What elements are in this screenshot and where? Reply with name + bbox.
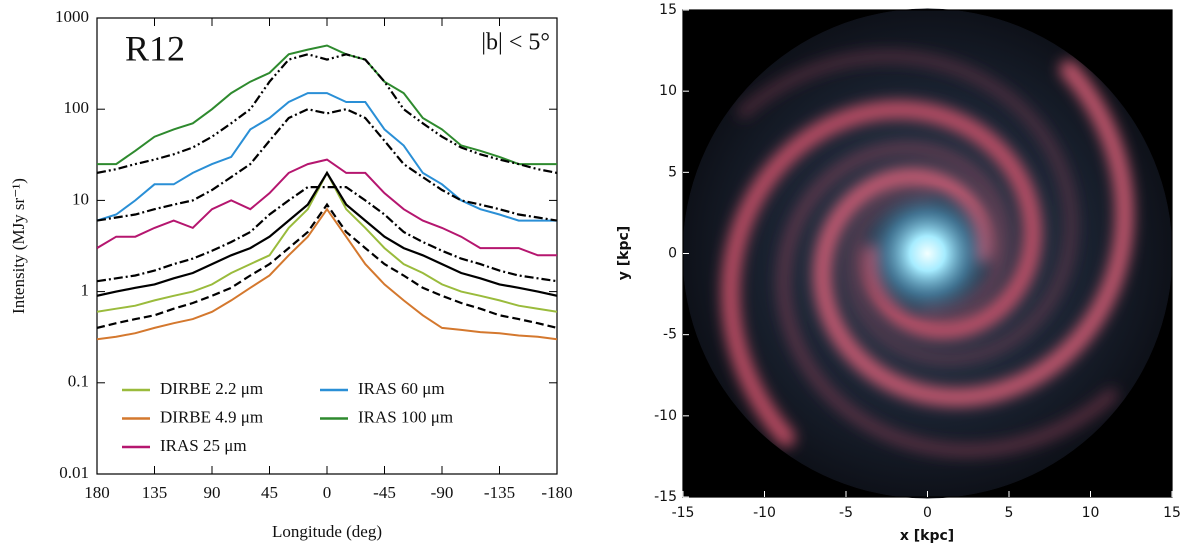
series-line bbox=[97, 202, 557, 329]
series-line bbox=[97, 186, 557, 283]
left-panel: R12 |b| < 5° Longitude (deg) Intensity (… bbox=[9, 7, 573, 541]
y-tick-label: 5 bbox=[668, 164, 677, 180]
y-axis-label: Intensity (MJy sr⁻¹) bbox=[9, 178, 28, 314]
annotation: |b| < 5° bbox=[481, 30, 550, 56]
series-line bbox=[97, 53, 557, 174]
y-tick-label: 0 bbox=[668, 246, 677, 262]
x-tick-label: 135 bbox=[142, 483, 168, 502]
y-tick-label: 15 bbox=[659, 2, 677, 18]
x-tick-label: 15 bbox=[1163, 505, 1181, 521]
legend-label: DIRBE 2.2 μm bbox=[160, 379, 263, 398]
series-line bbox=[97, 44, 557, 166]
series-line bbox=[97, 92, 557, 222]
right-panel: x [kpc] y [kpc] -15 -10 -5 0 5 10 15 -15 -10 -5 0 5… bbox=[616, 2, 1181, 544]
y-axis-label: y [kpc] bbox=[616, 226, 632, 280]
y-tick-label: -5 bbox=[663, 327, 677, 343]
series-line bbox=[97, 108, 557, 222]
legend-label: IRAS 25 μm bbox=[160, 436, 247, 455]
series-line bbox=[97, 170, 557, 297]
plot-frame bbox=[96, 17, 558, 475]
y-tick-label: 0.1 bbox=[68, 372, 89, 391]
legend-label: DIRBE 4.9 μm bbox=[160, 407, 263, 426]
annotation: R12 bbox=[125, 28, 185, 68]
y-tick-label: 10 bbox=[72, 189, 89, 208]
y-tick-label: 1000 bbox=[55, 7, 89, 26]
x-axis-label: Longitude (deg) bbox=[272, 522, 382, 541]
x-tick-label: -45 bbox=[373, 483, 396, 502]
galaxy-image bbox=[682, 8, 1173, 499]
x-tick-label: 5 bbox=[1005, 505, 1014, 521]
x-tick-label: 180 bbox=[84, 483, 110, 502]
x-tick-label: -135 bbox=[484, 483, 515, 502]
y-tick-label: 0.01 bbox=[59, 463, 89, 482]
x-tick-label: 10 bbox=[1082, 505, 1100, 521]
x-tick-label: 90 bbox=[204, 483, 221, 502]
x-tick-label: -10 bbox=[753, 505, 776, 521]
legend-label: IRAS 100 μm bbox=[358, 407, 453, 426]
y-tick-label: 1 bbox=[81, 281, 90, 300]
y-tick-label: 10 bbox=[659, 83, 677, 99]
bulge bbox=[857, 183, 998, 324]
x-tick-label: -15 bbox=[672, 505, 695, 521]
y-tick-label: -10 bbox=[654, 408, 677, 424]
x-tick-label: 0 bbox=[323, 483, 332, 502]
x-tick-label: -5 bbox=[839, 505, 853, 521]
x-axis-label: x [kpc] bbox=[900, 528, 954, 544]
y-tick-label: -15 bbox=[654, 489, 677, 505]
x-tick-label: -180 bbox=[541, 483, 572, 502]
series-line bbox=[97, 158, 557, 257]
series-line bbox=[97, 207, 557, 341]
x-tick-label: 0 bbox=[923, 505, 932, 521]
x-tick-label: -90 bbox=[431, 483, 454, 502]
x-tick-label: 45 bbox=[261, 483, 278, 502]
series-line bbox=[97, 170, 557, 313]
lines bbox=[97, 44, 557, 341]
legend-label: IRAS 60 μm bbox=[358, 379, 445, 398]
y-tick-label: 100 bbox=[64, 98, 90, 117]
